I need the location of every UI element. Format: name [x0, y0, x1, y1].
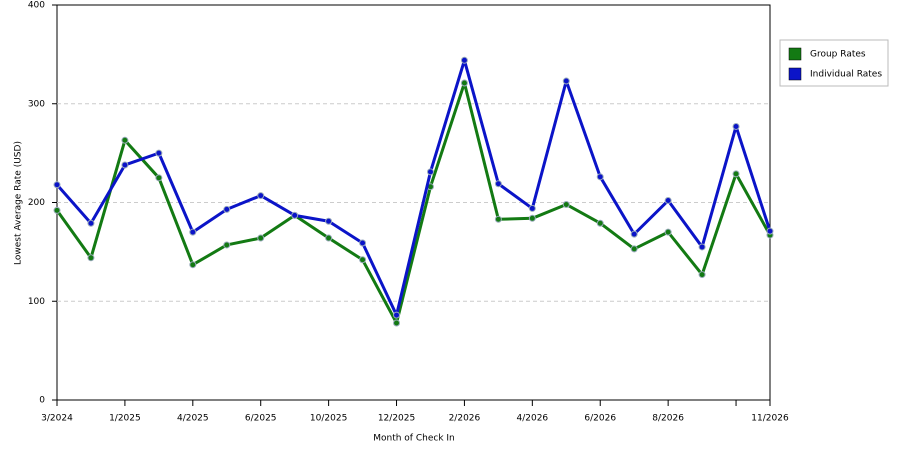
legend-label: Group Rates [810, 50, 866, 60]
data-point [630, 245, 638, 253]
x-tick-label: 10/2025 [310, 414, 347, 424]
y-tick-label: 300 [28, 99, 45, 109]
series-line [55, 81, 772, 325]
data-point [223, 241, 231, 249]
x-tick-label: 8/2026 [652, 414, 684, 424]
data-point [630, 230, 638, 238]
y-tick-label: 100 [28, 297, 45, 307]
y-tick-label: 200 [28, 198, 45, 208]
data-point [53, 181, 61, 189]
data-point [291, 211, 299, 219]
data-point [698, 243, 706, 251]
legend-label: Individual Rates [810, 70, 882, 80]
x-tick-label: 6/2026 [584, 414, 616, 424]
data-point [528, 204, 536, 212]
data-point [393, 311, 401, 319]
x-tick-label: 4/2026 [516, 414, 548, 424]
data-point [596, 219, 604, 227]
data-point [257, 234, 265, 242]
data-point [426, 168, 434, 176]
data-point [325, 234, 333, 242]
data-point [121, 161, 129, 169]
x-tick-label: 11/2026 [751, 414, 789, 424]
data-point [393, 319, 401, 327]
data-point [325, 217, 333, 225]
data-point [664, 197, 672, 205]
data-point [562, 200, 570, 208]
x-tick-label: 1/2025 [109, 414, 141, 424]
data-point [596, 173, 604, 181]
data-point [155, 149, 163, 157]
data-point [257, 192, 265, 200]
data-point [494, 180, 502, 188]
data-point [155, 174, 163, 182]
data-point [53, 206, 61, 214]
data-point [87, 254, 95, 262]
data-point [87, 219, 95, 227]
data-point [698, 271, 706, 279]
data-point [562, 77, 570, 85]
y-axis-label: Lowest Average Rate (USD) [14, 141, 24, 265]
data-point [189, 228, 197, 236]
y-tick-label: 400 [28, 1, 45, 11]
x-tick-label: 2/2026 [449, 414, 481, 424]
x-tick-label: 12/2025 [378, 414, 415, 424]
data-point [189, 261, 197, 269]
data-point [732, 170, 740, 178]
data-point [223, 205, 231, 213]
legend-swatch [788, 67, 802, 81]
series-line [55, 58, 772, 317]
plot-area [56, 4, 771, 401]
x-tick-label: 4/2025 [177, 414, 209, 424]
legend-swatch [788, 47, 802, 61]
x-tick-label: 3/2024 [41, 414, 73, 424]
x-axis-label: Month of Check In [373, 434, 455, 444]
data-point [528, 214, 536, 222]
data-point [359, 239, 367, 247]
data-point [732, 122, 740, 130]
data-point [359, 256, 367, 264]
data-point [664, 228, 672, 236]
data-point [121, 136, 129, 144]
data-point [766, 227, 774, 235]
data-point [460, 56, 468, 64]
x-tick-label: 6/2025 [245, 414, 277, 424]
y-tick-label: 0 [39, 396, 45, 406]
data-point [494, 215, 502, 223]
data-point [460, 79, 468, 87]
